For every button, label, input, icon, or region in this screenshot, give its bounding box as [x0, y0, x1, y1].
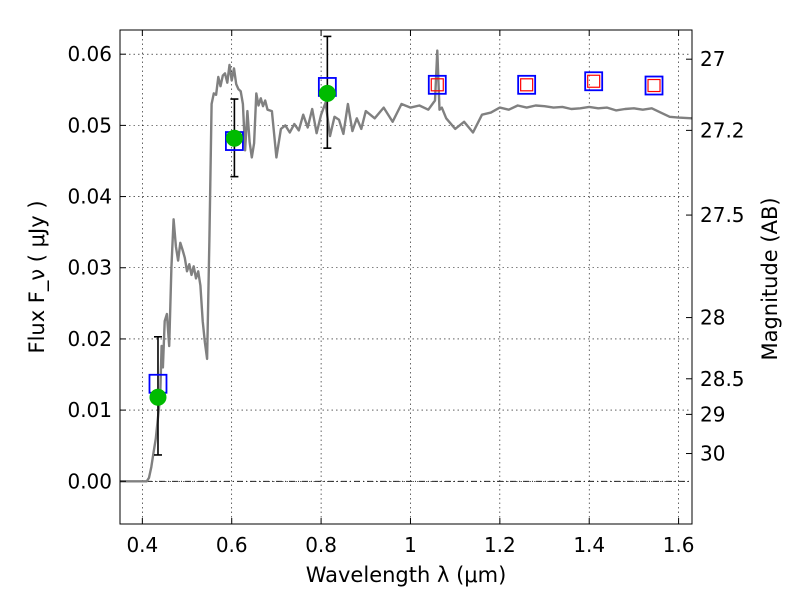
y-tick-label: 0.00 [67, 469, 112, 493]
spectrum-layer [120, 49, 693, 483]
x-tick-label: 0.8 [305, 533, 337, 557]
right-tick-label: 27.5 [700, 203, 745, 227]
observed-point [149, 388, 167, 406]
right-tick-label: 28 [700, 306, 725, 330]
right-tick-label: 30 [700, 442, 725, 466]
observed-point [225, 129, 243, 147]
y-tick-label: 0.06 [67, 42, 112, 66]
y-tick-label: 0.03 [67, 256, 112, 280]
x-tick-label: 1 [404, 533, 417, 557]
y-tick-label: 0.04 [67, 185, 112, 209]
right-tick-label: 28.5 [700, 367, 745, 391]
grid-lines [120, 30, 692, 524]
y-tick-label: 0.05 [67, 113, 112, 137]
model-square-marker [584, 71, 604, 92]
right-axis-title: Magnitude (AB) [758, 197, 782, 360]
model-square-marker [427, 74, 447, 95]
predicted-square-marker [430, 78, 444, 92]
y-tick-label: 0.02 [67, 327, 112, 351]
x-tick-label: 1.2 [484, 533, 516, 557]
tick-marks [120, 30, 692, 524]
predicted-square-marker [520, 78, 534, 92]
y-tick-label: 0.01 [67, 398, 112, 422]
right-tick-label: 29 [700, 402, 725, 426]
right-tick-label: 27 [700, 47, 725, 71]
x-tick-label: 0.4 [126, 533, 158, 557]
x-tick-label: 1.4 [573, 533, 605, 557]
y-axis-title: Flux F_ν ( μJy ) [25, 200, 50, 353]
x-tick-label: 0.6 [216, 533, 248, 557]
x-tick-label: 1.6 [663, 533, 695, 557]
model-square-marker [644, 75, 664, 96]
tick-labels: 0.4 0.6 0.8 1 1.2 1.4 1.6 0.00 0.01 0.02 0.03 0.04 0… [67, 42, 744, 557]
plot-frame [119, 29, 693, 525]
spectrum-line [120, 49, 693, 483]
model-square-marker [517, 74, 537, 95]
predicted-square-marker [587, 74, 601, 88]
predicted-square-marker [647, 78, 661, 93]
x-axis-title: Wavelength λ (μm) [306, 563, 507, 587]
right-tick-label: 27.2 [700, 118, 745, 142]
marker-layer [148, 71, 664, 406]
observed-point [318, 84, 336, 102]
